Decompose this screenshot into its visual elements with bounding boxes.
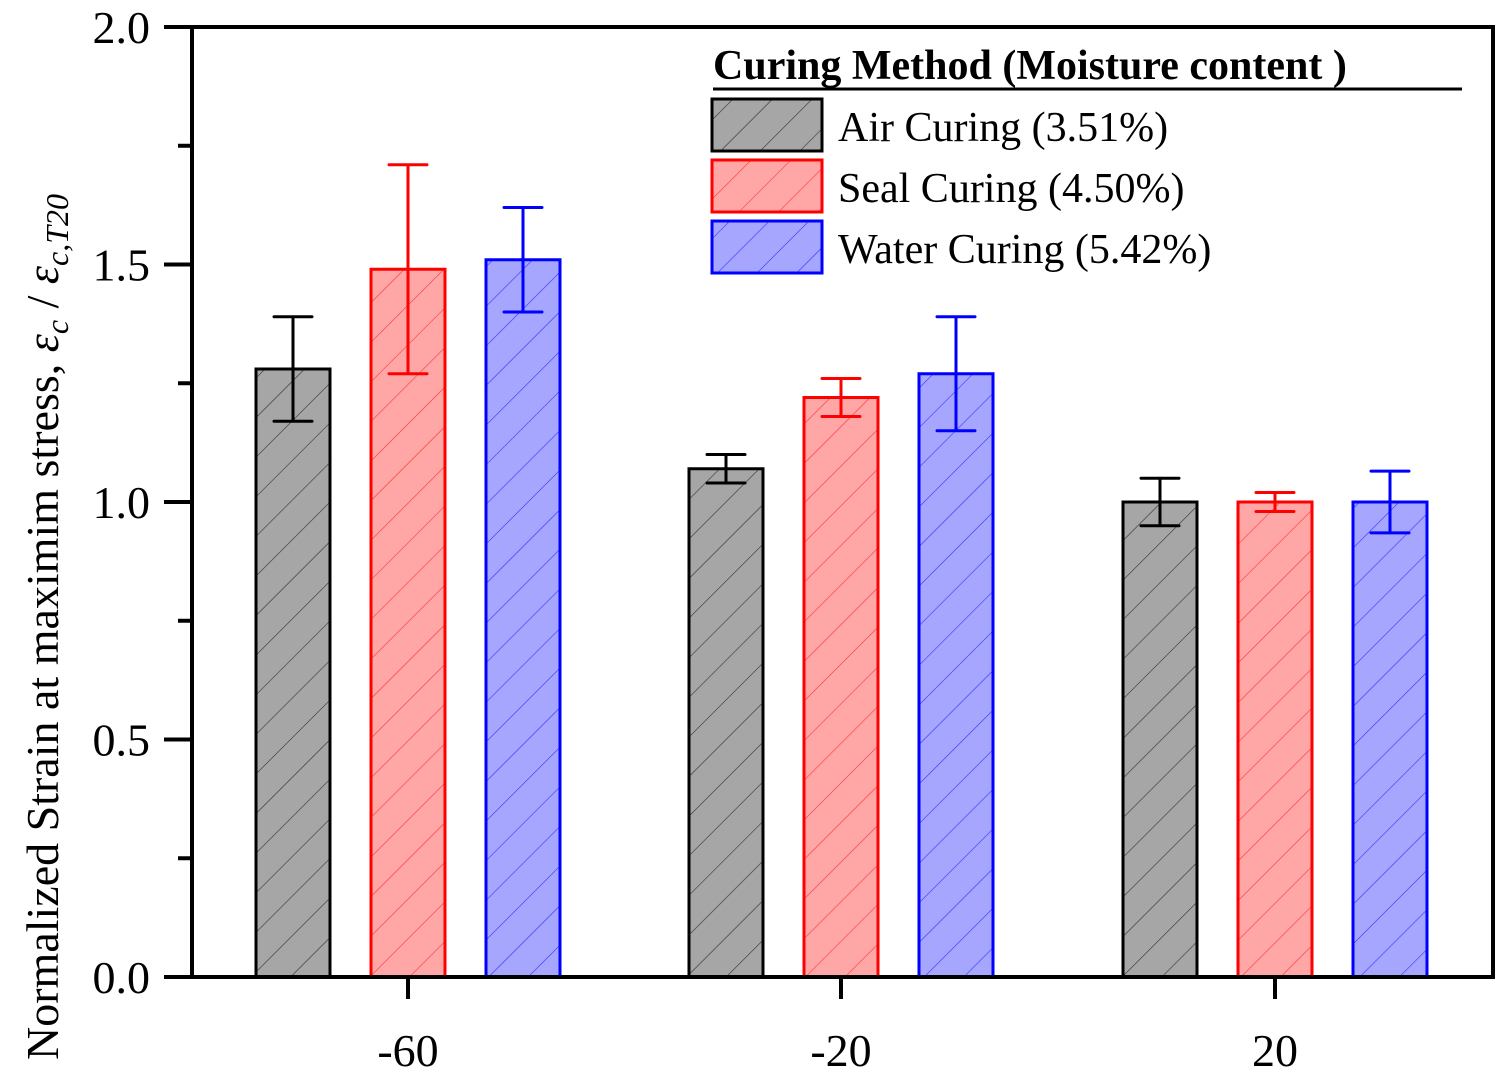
legend-swatch [710, 158, 824, 214]
bar--20-1 [802, 396, 880, 979]
y-tick-label: 1.5 [93, 240, 151, 291]
bars-layer [254, 258, 1429, 979]
error-bar--20-2 [935, 315, 977, 433]
legend-label: Seal Curing (4.50%) [838, 166, 1184, 212]
bar-20-0 [1121, 500, 1199, 979]
legend-title: Curing Method (Moisture content ) [713, 43, 1347, 89]
error-bar-20-1 [1254, 491, 1296, 513]
bar--60-1 [369, 267, 447, 979]
legend-label: Water Curing (5.42%) [838, 227, 1211, 273]
error-bar--20-1 [820, 377, 862, 418]
legend-swatch [710, 219, 824, 275]
x-tick-label: 20 [1252, 1025, 1298, 1073]
y-tick-label: 2.0 [93, 2, 151, 53]
x-tick-label: -20 [810, 1025, 871, 1073]
bar--20-2 [917, 372, 995, 979]
y-axis: 0.0 0.5 1.0 1.5 2.0 [93, 2, 192, 1003]
error-bar--20-0 [705, 453, 747, 485]
error-bars-layer [272, 163, 1411, 535]
x-tick-label: -60 [377, 1025, 438, 1073]
bar-20-2 [1351, 500, 1429, 979]
legend-label: Air Curing (3.51%) [838, 105, 1168, 151]
legend-swatch [710, 97, 824, 153]
bar--20-0 [687, 467, 765, 979]
error-bar--60-2 [502, 206, 544, 314]
bar--60-0 [254, 367, 332, 979]
legend: Curing Method (Moisture content ) Air Cur… [710, 43, 1462, 275]
bar--60-2 [484, 258, 562, 979]
y-tick-label: 1.0 [93, 477, 151, 528]
bar-20-1 [1236, 500, 1314, 979]
error-bar--60-0 [272, 315, 314, 423]
y-tick-label: 0.0 [93, 952, 151, 1003]
y-tick-label: 0.5 [93, 715, 151, 766]
y-axis-label: Normalized Strain at maximim stress, εc … [17, 194, 75, 1060]
error-bar--60-1 [387, 163, 429, 376]
error-bar-20-0 [1139, 476, 1181, 528]
error-bar-20-2 [1369, 469, 1411, 535]
x-axis: -60 -20 20 [377, 977, 1298, 1073]
